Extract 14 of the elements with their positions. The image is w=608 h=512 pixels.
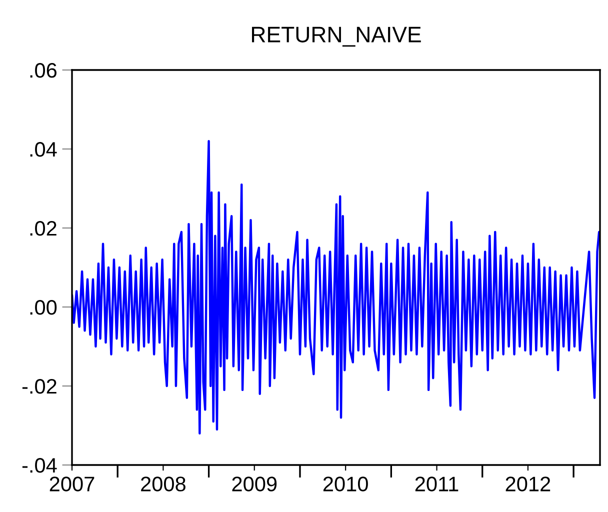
x-tick-label: 2009 [232, 476, 277, 492]
x-tick-label: 2010 [323, 476, 368, 492]
x-tick-label: 2012 [506, 476, 550, 492]
x-tick-label: 2011 [415, 476, 458, 492]
y-tick-label: .00 [30, 300, 57, 315]
x-tick-label: 2008 [141, 476, 186, 492]
y-tick-label: -.02 [22, 379, 56, 394]
x-tick-label: 2007 [50, 476, 94, 492]
chart-title: RETURN_NAIVE [252, 26, 421, 47]
y-tick-label: .04 [30, 142, 57, 157]
y-tick-label: .02 [30, 221, 56, 236]
line-series [72, 140, 600, 435]
y-tick-label: -.04 [22, 458, 57, 473]
y-tick-label: .06 [30, 63, 57, 78]
